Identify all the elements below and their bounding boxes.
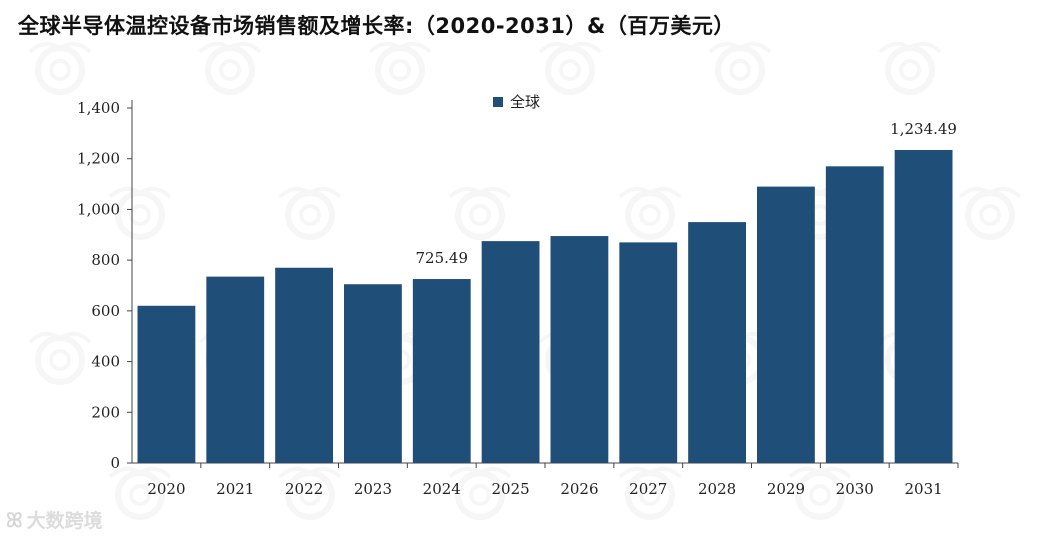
- bar-2022: [275, 267, 333, 463]
- watermark-logo-icon: [788, 466, 852, 520]
- x-tick-label: 2030: [836, 480, 874, 498]
- data-labels: 725.49 1,234.49: [416, 120, 957, 267]
- legend-label: 全球: [510, 93, 540, 111]
- bar-2028: [688, 222, 746, 463]
- y-tick-label: 1,400: [77, 99, 120, 117]
- watermark-logo-icon: [448, 466, 512, 520]
- y-tick-label: 600: [91, 302, 120, 320]
- y-tick-label: 1,200: [77, 150, 120, 168]
- page-title: 全球半导体温控设备市场销售额及增长率:（2020-2031）&（百万美元）: [18, 14, 735, 38]
- watermark-logo-icon: [28, 41, 92, 95]
- y-tick-label: 1,000: [77, 200, 120, 218]
- x-tick-label: 2029: [767, 480, 805, 498]
- x-tick-label: 2023: [354, 480, 392, 498]
- bar-2031: [894, 149, 953, 463]
- x-axis: 2020 2021 2022 2023 2024 2025 2026 2027 2028 2029…: [132, 462, 959, 498]
- watermark-logo-icon: [618, 466, 682, 520]
- watermark-logo-icon: [538, 41, 602, 95]
- bar-2029: [757, 186, 815, 463]
- bar-2027: [619, 242, 678, 463]
- x-tick-label: 2022: [285, 480, 323, 498]
- data-label-2031: 1,234.49: [890, 120, 957, 138]
- bar-2023: [344, 284, 402, 463]
- data-label-2024: 725.49: [416, 249, 469, 267]
- watermark-logo-icon: [368, 41, 432, 95]
- x-tick-label: 2031: [904, 480, 942, 498]
- watermark-logo-icon: [448, 186, 512, 240]
- bar-2026: [550, 236, 609, 463]
- x-tick-label: 2028: [698, 480, 736, 498]
- brand-watermark: ꕤ 大数跨境: [6, 506, 103, 533]
- background-watermarks: [28, 41, 1022, 520]
- bar-2020: [137, 305, 196, 463]
- x-tick-label: 2027: [629, 480, 667, 498]
- x-tick-label: 2020: [147, 480, 185, 498]
- watermark-logo-icon: [618, 186, 682, 240]
- watermark-logo-icon: [108, 466, 172, 520]
- y-tick-label: 400: [91, 353, 120, 371]
- watermark-logo-icon: [278, 186, 342, 240]
- x-tick-label: 2021: [216, 480, 254, 498]
- bars: [137, 149, 953, 464]
- y-tick-label: 200: [91, 403, 120, 421]
- x-tick-label: 2025: [491, 480, 529, 498]
- watermark-logo-icon: [878, 41, 942, 95]
- legend-swatch: [493, 97, 503, 107]
- watermark-logo-icon: [708, 41, 772, 95]
- y-tick-label: 800: [91, 251, 120, 269]
- watermark-logo-icon: [958, 186, 1022, 240]
- bar-2025: [481, 241, 540, 463]
- x-tick-label: 2024: [423, 480, 461, 498]
- bar-2024: [412, 279, 471, 463]
- watermark-logo-icon: [108, 186, 172, 240]
- y-tick-label: 0: [110, 454, 120, 472]
- watermark-logo-icon: [278, 466, 342, 520]
- bar-2021: [206, 276, 265, 463]
- bar-2030: [825, 166, 884, 464]
- watermark-logo-icon: [28, 331, 92, 385]
- brand-watermark-text: 大数跨境: [26, 510, 103, 532]
- x-tick-label: 2026: [560, 480, 598, 498]
- y-axis: 0 200 400 600 800 1,000 1,200 1,400: [77, 99, 133, 472]
- legend: 全球: [493, 93, 540, 111]
- watermark-logo-icon: [198, 41, 262, 95]
- brand-logo-icon: ꕤ: [6, 507, 23, 532]
